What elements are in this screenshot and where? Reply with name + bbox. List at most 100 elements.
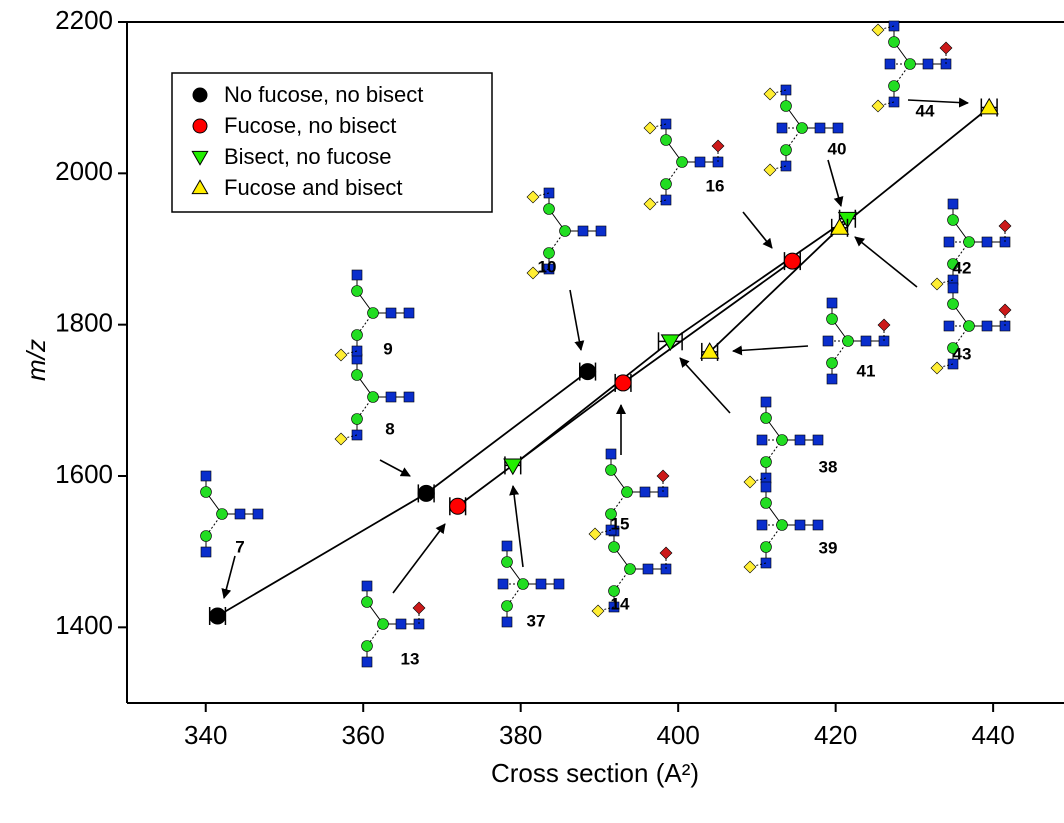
glycan-icon	[526, 187, 607, 280]
mannose	[963, 320, 975, 332]
glcnac	[403, 307, 415, 319]
glcnac	[981, 236, 993, 248]
glcnac	[553, 578, 565, 590]
mannose	[367, 391, 379, 403]
glcnac	[595, 225, 607, 237]
point	[579, 363, 597, 381]
glcnac	[947, 198, 959, 210]
glcnac	[943, 320, 955, 332]
annotation-label: 43	[953, 344, 972, 363]
legend-box	[171, 72, 493, 213]
mannose	[660, 134, 672, 146]
glcnac	[794, 434, 806, 446]
series-line	[709, 106, 990, 353]
point	[783, 252, 801, 270]
mannose	[760, 497, 772, 509]
mannose	[200, 486, 212, 498]
mannose	[501, 556, 513, 568]
glcnac	[884, 58, 896, 70]
glcnac	[361, 656, 373, 668]
mannose	[621, 486, 633, 498]
glcnac	[501, 540, 513, 552]
x-tick-label: 340	[184, 720, 227, 750]
glcnac	[535, 578, 547, 590]
fucose	[998, 303, 1012, 317]
mannose	[624, 563, 636, 575]
annotation-label: 44	[916, 101, 935, 120]
galactose	[871, 99, 885, 113]
annotation-arrow	[827, 159, 844, 207]
y-tick-label: 2200	[55, 5, 113, 35]
point	[700, 342, 720, 359]
mannose	[559, 225, 571, 237]
glcnac	[501, 616, 513, 628]
annotation-arrow	[732, 345, 809, 356]
glcnac	[947, 282, 959, 294]
galactose	[643, 121, 657, 135]
galactose	[334, 348, 348, 362]
mannose	[517, 578, 529, 590]
glcnac	[497, 578, 509, 590]
fucose	[711, 139, 725, 153]
glcnac	[351, 269, 363, 281]
glcnac	[826, 297, 838, 309]
annotation-arrow	[679, 357, 731, 414]
y-axis-label: m/z	[21, 339, 51, 381]
annotation-label: 15	[611, 514, 630, 533]
annotation-label: 40	[828, 139, 847, 158]
legend-marker	[191, 179, 209, 195]
galactose	[763, 163, 777, 177]
galactose	[588, 527, 602, 541]
fucose	[998, 219, 1012, 233]
glcnac	[642, 563, 654, 575]
annotation-label: 13	[401, 649, 420, 668]
mannose	[760, 456, 772, 468]
mannose	[660, 178, 672, 190]
glcnac	[822, 335, 834, 347]
mannose	[842, 335, 854, 347]
mannose	[796, 122, 808, 134]
glycan-icon	[743, 481, 824, 574]
annotation-arrow	[509, 485, 524, 568]
galactose	[643, 197, 657, 211]
glcnac	[403, 391, 415, 403]
glcnac	[860, 335, 872, 347]
point	[449, 497, 467, 515]
legend-label: Bisect, no fucose	[224, 144, 392, 169]
mannose	[351, 329, 363, 341]
legend-label: No fucose, no bisect	[224, 82, 423, 107]
fucose	[877, 318, 891, 332]
y-tick-label: 2000	[55, 156, 113, 186]
annotation-arrow	[221, 555, 236, 599]
annotation-label: 10	[538, 257, 557, 276]
annotation-label: 9	[383, 339, 392, 358]
galactose	[743, 560, 757, 574]
glcnac	[776, 122, 788, 134]
y-tick-label: 1600	[55, 459, 113, 489]
legend-marker	[191, 150, 209, 166]
glcnac	[812, 519, 824, 531]
mannose	[367, 307, 379, 319]
mannose	[608, 585, 620, 597]
glcnac	[234, 508, 246, 520]
annotation-label: 41	[857, 361, 876, 380]
glcnac	[395, 618, 407, 630]
mannose	[760, 412, 772, 424]
glcnac	[605, 448, 617, 460]
galactose	[930, 277, 944, 291]
mannose	[676, 156, 688, 168]
mannose	[543, 203, 555, 215]
legend-label: Fucose, no bisect	[224, 113, 396, 138]
point	[660, 334, 680, 352]
mannose	[776, 434, 788, 446]
annotation-arrow	[379, 459, 411, 477]
glcnac	[760, 396, 772, 408]
fucose	[656, 469, 670, 483]
glycan-icon	[497, 540, 565, 628]
annotation-label: 16	[706, 176, 725, 195]
glycan-icon	[822, 297, 891, 385]
annotation-label: 7	[235, 537, 244, 556]
glcnac	[756, 434, 768, 446]
glcnac	[981, 320, 993, 332]
